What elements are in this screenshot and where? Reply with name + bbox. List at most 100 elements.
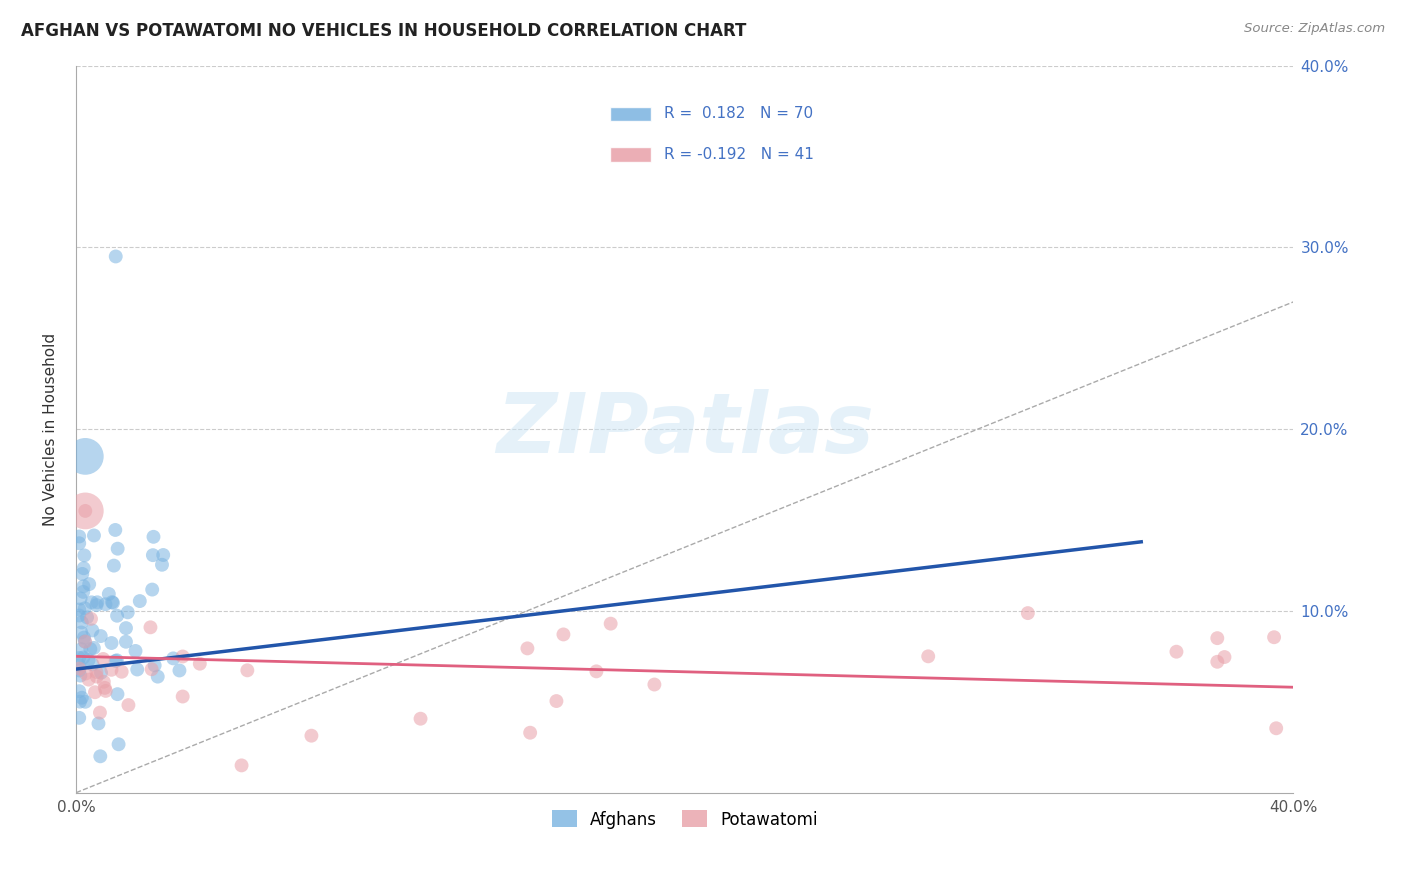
Point [553, 627, 575, 641]
Point [105, 608, 128, 623]
Point [77, 673, 100, 687]
Point [86, 665, 108, 679]
Point [84, 685, 107, 699]
Text: ZIPatlas: ZIPatlas [496, 389, 873, 469]
Text: Source: ZipAtlas.com: Source: ZipAtlas.com [1244, 22, 1385, 36]
Point [90, 629, 112, 643]
Point [104, 250, 127, 264]
Point [91, 652, 114, 666]
Point [73, 601, 96, 615]
Point [141, 582, 163, 597]
Point [82, 657, 104, 672]
Point [150, 558, 173, 572]
Point [75, 634, 97, 648]
Point [72, 579, 94, 593]
Point [89, 749, 111, 764]
Point [75, 504, 97, 518]
Point [162, 651, 184, 665]
Point [169, 664, 191, 678]
Point [146, 670, 169, 684]
Point [77, 653, 100, 667]
Point [1265, 721, 1288, 735]
Point [69, 668, 91, 682]
Point [77, 577, 100, 591]
Point [79, 642, 101, 657]
Point [76, 610, 98, 624]
Point [70, 642, 93, 657]
Point [75, 504, 97, 518]
Point [67, 684, 90, 698]
Point [72, 566, 94, 581]
Point [107, 737, 129, 751]
Point [80, 612, 103, 626]
Point [101, 596, 124, 610]
Point [1206, 631, 1229, 645]
Point [73, 561, 96, 575]
Point [188, 657, 211, 671]
Point [236, 663, 259, 677]
Point [83, 640, 105, 655]
Point [67, 536, 90, 550]
Point [75, 450, 97, 464]
Y-axis label: No Vehicles in Household: No Vehicles in Household [44, 333, 58, 525]
Point [67, 651, 90, 665]
Point [152, 548, 174, 562]
Point [117, 698, 139, 712]
Point [73, 631, 96, 645]
Point [73, 634, 96, 648]
Point [139, 620, 162, 634]
Point [1017, 606, 1039, 620]
Point [94, 684, 117, 698]
Point [1263, 630, 1285, 644]
Point [80, 595, 103, 609]
Point [94, 681, 117, 695]
Point [105, 653, 128, 667]
Point [72, 585, 94, 599]
Point [128, 594, 150, 608]
Point [516, 641, 538, 656]
Point [67, 658, 90, 673]
Point [67, 664, 90, 678]
Point [231, 758, 253, 772]
Point [100, 663, 122, 677]
Point [82, 624, 104, 638]
Point [70, 625, 93, 640]
Point [94, 597, 117, 611]
Point [86, 595, 108, 609]
Point [83, 528, 105, 542]
Point [585, 665, 607, 679]
Point [87, 716, 110, 731]
Point [67, 608, 90, 623]
Point [73, 549, 96, 563]
Point [104, 654, 127, 668]
Point [299, 729, 322, 743]
Point [86, 669, 108, 683]
Point [67, 602, 90, 616]
Point [127, 663, 149, 677]
Point [643, 677, 665, 691]
Point [67, 529, 90, 543]
Point [142, 548, 165, 562]
Point [117, 605, 139, 619]
Point [101, 595, 124, 609]
Point [67, 711, 90, 725]
Point [1206, 655, 1229, 669]
Point [89, 706, 111, 720]
Point [519, 725, 541, 739]
Point [90, 665, 112, 680]
Point [1166, 645, 1188, 659]
Point [107, 541, 129, 556]
Point [143, 658, 166, 673]
Point [107, 687, 129, 701]
Point [115, 634, 138, 648]
Point [75, 695, 97, 709]
Point [97, 587, 120, 601]
Point [409, 712, 432, 726]
Legend: Afghans, Potawatomi: Afghans, Potawatomi [546, 804, 824, 835]
Point [599, 616, 621, 631]
Point [75, 666, 97, 681]
Point [1213, 650, 1236, 665]
Point [141, 662, 163, 676]
Point [69, 591, 91, 606]
Point [104, 523, 127, 537]
